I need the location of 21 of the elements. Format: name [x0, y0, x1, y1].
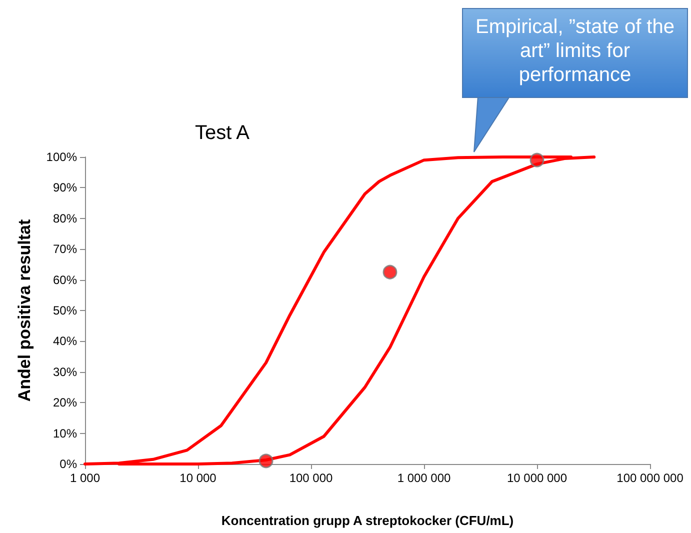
x-tick-label: 10 000 000 — [506, 471, 568, 485]
y-tick-label: 50% — [52, 304, 78, 318]
y-tick-label: 20% — [52, 396, 78, 410]
y-tick-label: 90% — [52, 180, 78, 195]
y-tick-label: 40% — [52, 334, 78, 348]
y-tick-label: 70% — [52, 242, 78, 256]
x-tick-label: 100 000 — [289, 471, 334, 485]
x-tick-label: 1 000 000 — [397, 471, 452, 485]
y-tick-label: 80% — [52, 211, 78, 226]
y-tick-label: 30% — [52, 364, 78, 379]
text: Empirical, ”state of the art” limits for performance — [462, 8, 688, 98]
y-tick-label: 100% — [46, 150, 78, 164]
y-tick-label: 10% — [52, 426, 78, 440]
x-axis-title: Koncentration grupp A streptokocker (CFU/mL) — [221, 513, 514, 528]
y-axis-title: Andel positiva resultat — [15, 219, 34, 402]
y-tick-label: 0% — [60, 457, 78, 471]
x-tick-label: 10 000 — [180, 471, 217, 485]
chart-title: Test A — [195, 122, 250, 144]
x-tick-label: 100 000 000 — [616, 471, 684, 485]
x-tick-label: 1 000 — [70, 471, 100, 485]
y-tick-label: 60% — [52, 272, 78, 287]
